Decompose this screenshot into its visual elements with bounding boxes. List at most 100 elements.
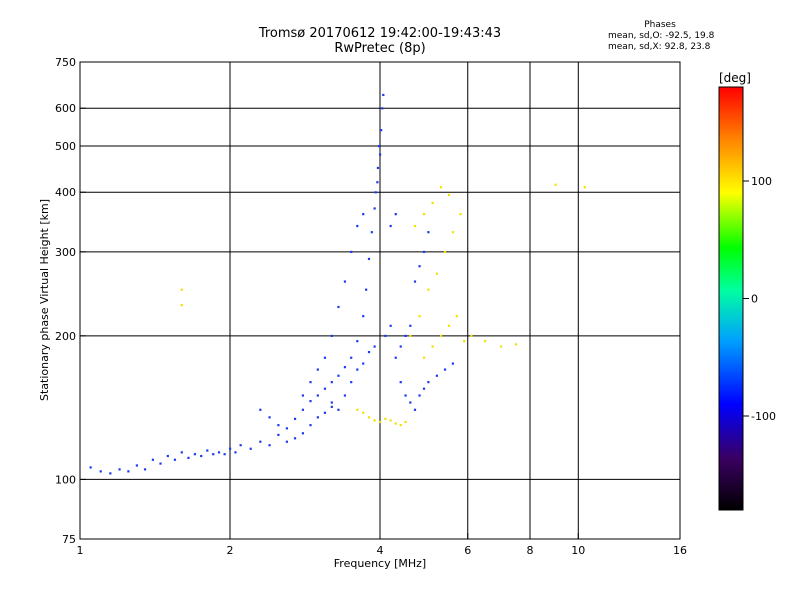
data-point xyxy=(268,444,271,447)
title-line-1: Tromsø 20170612 19:42:00-19:43:43 xyxy=(258,26,502,41)
data-point xyxy=(439,334,443,338)
data-point xyxy=(455,315,458,318)
data-point xyxy=(404,394,407,397)
data-point xyxy=(451,231,455,234)
data-point xyxy=(431,345,434,348)
data-point xyxy=(384,417,387,420)
colorbar-gradient xyxy=(718,86,744,511)
data-point xyxy=(309,400,312,403)
data-point xyxy=(99,470,102,473)
data-point xyxy=(316,416,319,419)
data-point xyxy=(89,466,92,469)
data-point xyxy=(277,424,280,427)
data-point xyxy=(259,408,262,411)
data-point xyxy=(500,345,503,348)
data-point xyxy=(418,265,421,268)
data-point xyxy=(583,186,586,189)
colorbar: [deg] 100 0 -100 xyxy=(718,71,776,511)
data-point xyxy=(399,381,402,384)
data-point xyxy=(463,340,466,343)
data-point xyxy=(127,470,130,473)
data-point xyxy=(180,304,183,307)
x-tick-label: 16 xyxy=(673,544,687,557)
data-point xyxy=(217,451,221,454)
data-point xyxy=(309,424,312,427)
data-point xyxy=(389,324,392,327)
data-point xyxy=(301,394,305,397)
data-point xyxy=(427,381,430,384)
data-point xyxy=(484,340,487,343)
data-point xyxy=(409,324,412,327)
data-point xyxy=(381,107,384,110)
data-point xyxy=(409,334,412,338)
y-tick-label: 750 xyxy=(55,56,76,69)
data-point xyxy=(200,454,203,458)
colorbar-tick-label: 0 xyxy=(751,293,758,306)
x-tick-label: 2 xyxy=(227,544,234,557)
data-point xyxy=(249,447,252,450)
data-point xyxy=(399,424,402,427)
data-point xyxy=(367,350,371,354)
data-point xyxy=(166,454,169,458)
data-point xyxy=(370,231,373,234)
data-point xyxy=(470,334,473,338)
data-point xyxy=(330,401,333,404)
title-line-2: RwPretec (8p) xyxy=(334,41,426,56)
data-point xyxy=(143,468,147,471)
data-point xyxy=(459,213,462,216)
data-point xyxy=(422,250,426,254)
chart-title: Tromsø 20170612 19:42:00-19:43:43 RwPret… xyxy=(200,26,560,56)
data-point xyxy=(323,387,327,390)
x-tick-label: 10 xyxy=(571,544,585,557)
data-point xyxy=(285,440,288,443)
data-point xyxy=(373,207,376,210)
data-point xyxy=(356,340,359,343)
data-point xyxy=(109,472,112,475)
data-point xyxy=(159,462,162,465)
phases-x-mode: mean, sd,X: 92.8, 23.8 xyxy=(608,42,711,52)
data-point xyxy=(389,224,392,228)
data-point xyxy=(239,444,242,447)
data-point xyxy=(293,417,297,420)
data-point xyxy=(443,368,447,371)
data-point xyxy=(350,356,353,359)
data-point xyxy=(151,458,155,461)
data-point xyxy=(377,144,381,148)
data-point xyxy=(356,224,359,228)
x-tick-label: 1 xyxy=(77,544,84,557)
y-tick-label: 300 xyxy=(55,246,76,259)
data-point xyxy=(187,456,190,459)
data-point xyxy=(379,153,382,156)
data-point xyxy=(384,334,387,338)
data-point xyxy=(362,315,365,318)
data-point xyxy=(435,272,438,275)
data-point xyxy=(362,411,365,414)
data-point xyxy=(259,440,262,443)
data-point xyxy=(374,191,377,194)
data-point xyxy=(373,419,376,422)
data-point xyxy=(350,381,353,384)
data-point xyxy=(234,451,237,454)
data-point xyxy=(422,356,426,359)
data-point xyxy=(323,356,327,359)
y-tick-label: 75 xyxy=(62,533,76,546)
data-point xyxy=(379,420,382,424)
colorbar-tick-label: 100 xyxy=(751,175,772,188)
y-tick-label: 500 xyxy=(55,140,76,153)
data-point xyxy=(409,401,412,404)
x-tick-label: 6 xyxy=(464,544,471,557)
data-point xyxy=(427,288,430,291)
x-tick-label: 4 xyxy=(377,544,384,557)
data-point xyxy=(443,250,447,254)
data-point xyxy=(301,408,305,411)
data-point xyxy=(422,213,426,216)
colorbar-label: [deg] xyxy=(719,71,751,85)
colorbar-tick-label: -100 xyxy=(751,410,776,423)
data-point xyxy=(389,419,392,422)
data-point xyxy=(301,432,305,435)
data-point xyxy=(223,453,226,456)
data-point xyxy=(337,305,340,309)
data-point xyxy=(309,381,312,384)
data-point xyxy=(268,416,271,419)
